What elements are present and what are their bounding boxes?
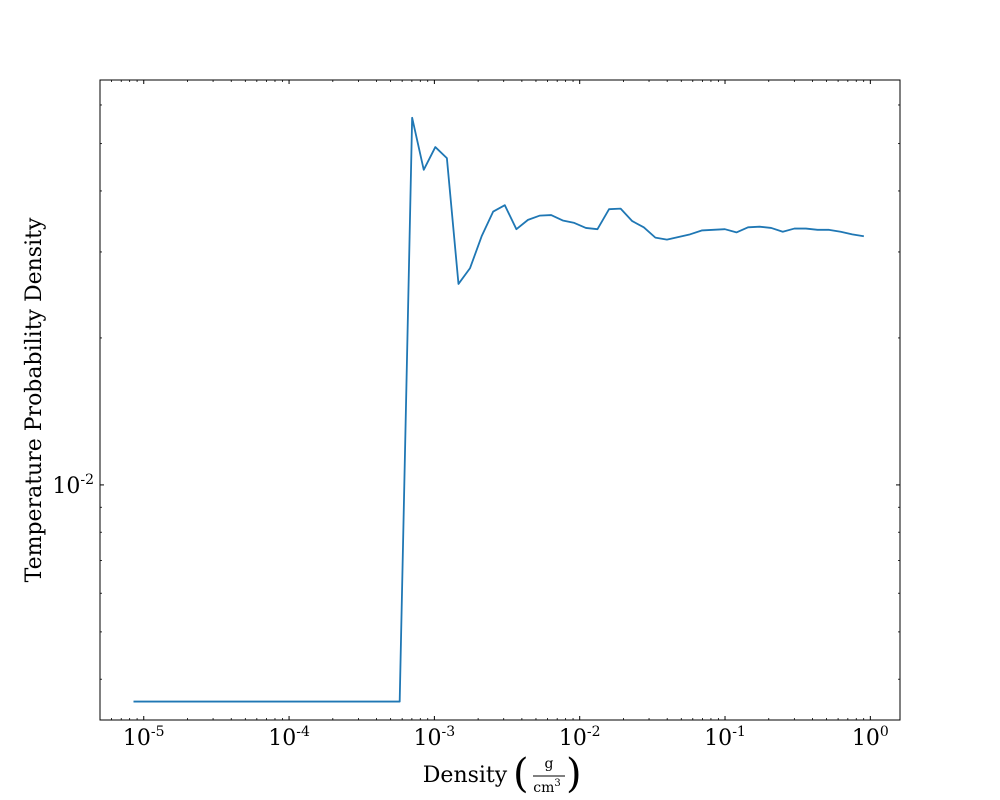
x-tick-label-exp: -2 bbox=[587, 724, 601, 740]
series-line bbox=[133, 116, 865, 703]
y-tick-label-base: 10 bbox=[52, 474, 80, 499]
x-tick-labels: 10-5 10-4 10-3 10-2 10-1 100 bbox=[123, 724, 889, 751]
x-tick-label: 100 bbox=[852, 724, 889, 751]
x-tick-label: 10-2 bbox=[559, 724, 601, 751]
x-unit-denominator-base: cm bbox=[533, 780, 554, 796]
x-unit-denominator-exp: 3 bbox=[554, 778, 560, 789]
x-tick-label-exp: -5 bbox=[151, 724, 165, 740]
x-tick-label: 10-1 bbox=[704, 724, 746, 751]
x-tick-label: 10-4 bbox=[268, 724, 310, 751]
x-tick-label-base: 10 bbox=[704, 726, 732, 751]
y-axis-label: Temperature Probability Density bbox=[22, 217, 47, 582]
x-tick-label-base: 10 bbox=[852, 726, 880, 751]
x-tick-label: 10-3 bbox=[414, 724, 456, 751]
x-tick-label-base: 10 bbox=[123, 726, 151, 751]
x-tick-label-exp: -1 bbox=[732, 724, 746, 740]
x-axis-unit: ( g cm3 ) bbox=[513, 751, 582, 797]
x-axis-label: Density bbox=[423, 763, 508, 788]
y-tick-label: 10-2 bbox=[52, 472, 94, 499]
x-tick-label-exp: -4 bbox=[296, 724, 310, 740]
x-tick-label-exp: -3 bbox=[442, 724, 456, 740]
x-tick-label: 10-5 bbox=[123, 724, 165, 751]
minor-ticks bbox=[100, 80, 900, 720]
y-tick-labels: 10-2 bbox=[52, 472, 94, 499]
x-tick-label-base: 10 bbox=[268, 726, 296, 751]
y-tick-label-exp: -2 bbox=[80, 472, 94, 488]
x-unit-denominator: cm3 bbox=[533, 778, 561, 796]
x-unit-open-paren: ( bbox=[513, 751, 529, 797]
x-tick-label-base: 10 bbox=[559, 726, 587, 751]
x-unit-numerator: g bbox=[545, 756, 554, 772]
x-unit-close-paren: ) bbox=[566, 751, 582, 797]
x-tick-label-base: 10 bbox=[414, 726, 442, 751]
x-tick-label-exp: 0 bbox=[880, 724, 889, 740]
plot-area-frame bbox=[99, 79, 901, 721]
major-ticks bbox=[100, 80, 900, 720]
